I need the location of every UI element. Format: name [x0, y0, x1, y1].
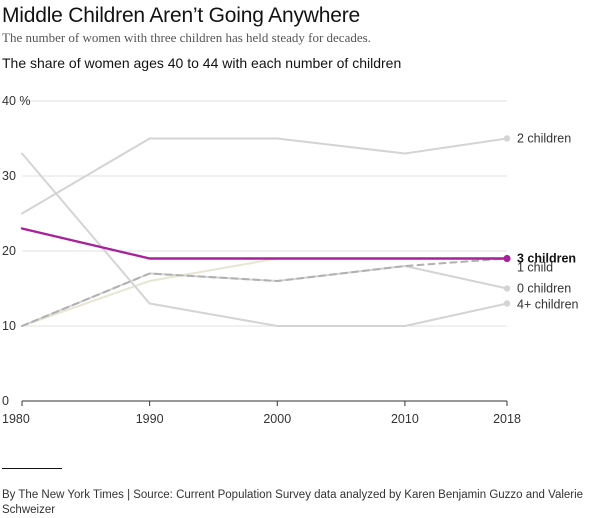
x-axis: 1980 1990 2000 2010 2018 [2, 400, 521, 426]
y-axis-tick-labels: 0 10 20 30 40 % [2, 94, 31, 408]
end-dot-4-plus-children [503, 300, 511, 307]
source-credit: By The New York Times | Source: Current … [2, 489, 584, 516]
subheadline: The number of women with three children … [2, 30, 371, 45]
series-label-1-child: 1 child [517, 261, 553, 275]
series-line-dashed-trend [21, 257, 508, 327]
gridlines [22, 100, 507, 327]
series-lines [20, 137, 509, 327]
footer-divider [2, 468, 62, 469]
series-label-2-children: 2 children [517, 132, 571, 146]
end-dot-3-children [503, 254, 511, 263]
x-tick-label-2018: 2018 [493, 412, 521, 426]
y-tick-label-10: 10 [2, 319, 16, 333]
y-tick-label-40: 40 % [2, 94, 31, 108]
series-line-3-children [20, 227, 509, 260]
series-line-2-children [21, 137, 508, 215]
series-label-3-children: 3 children [517, 252, 576, 266]
series-label-4-plus-children: 4+ children [517, 298, 579, 312]
headline: Middle Children Aren’t Going Anywhere [2, 4, 360, 27]
x-tick-label-2000: 2000 [263, 412, 291, 426]
series-line-1-child [21, 257, 508, 327]
y-tick-label-30: 30 [2, 169, 16, 183]
end-dot-0-children [503, 285, 511, 292]
series-end-dots [503, 135, 511, 307]
x-tick-label-1980: 1980 [2, 412, 30, 426]
y-tick-label-0: 0 [2, 394, 9, 408]
x-tick-label-1990: 1990 [136, 412, 164, 426]
end-dot-2-children [503, 135, 511, 142]
y-tick-label-20: 20 [2, 244, 16, 258]
x-tick-label-2010: 2010 [391, 412, 419, 426]
series-label-0-children: 0 children [517, 282, 571, 296]
series-line-4-plus-children [21, 152, 508, 327]
chart-title: The share of women ages 40 to 44 with ea… [2, 55, 402, 71]
